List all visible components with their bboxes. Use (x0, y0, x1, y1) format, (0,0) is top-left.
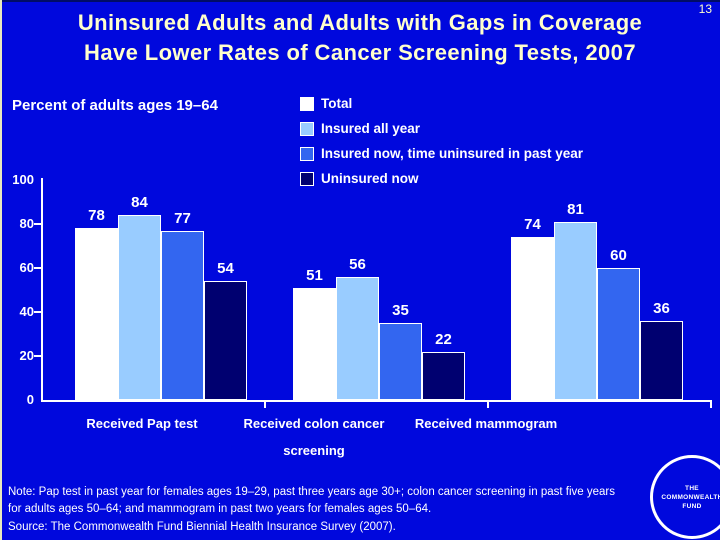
logo-line3: FUND (682, 502, 702, 510)
bar (597, 268, 640, 400)
bar-value-label: 78 (88, 207, 105, 224)
legend-label: Uninsured now (321, 171, 419, 186)
bar (640, 321, 683, 400)
category-label: Received colon cancer screening (243, 416, 385, 458)
y-tick-label: 100 (12, 172, 34, 187)
legend-swatch-icon (300, 171, 314, 186)
y-tick-mark (34, 267, 41, 269)
bar-value-label: 35 (392, 302, 409, 319)
bar (379, 323, 422, 400)
bar-value-label: 81 (567, 201, 584, 218)
legend-swatch-icon (300, 146, 314, 161)
bar (204, 281, 247, 400)
y-axis-line (41, 178, 43, 402)
legend-row: Insured now, time uninsured in past year (300, 146, 583, 161)
bar (336, 277, 379, 400)
legend-swatch-icon (300, 96, 314, 111)
bar (511, 237, 554, 400)
bar-value-label: 22 (435, 331, 452, 348)
legend-row: Uninsured now (300, 171, 583, 186)
bar-value-label: 74 (524, 216, 541, 233)
legend-label: Insured all year (321, 121, 421, 136)
source-line: Source: The Commonwealth Fund Biennial H… (8, 521, 396, 533)
legend-label: Insured now, time uninsured in past year (321, 146, 584, 161)
logo-line1: THE (685, 484, 699, 492)
y-axis-title: Percent of adults ages 19–64 (12, 97, 218, 114)
bar (118, 215, 161, 400)
legend-swatch-icon (300, 121, 314, 136)
y-tick-label: 40 (19, 304, 34, 319)
slide-top-edge (0, 0, 720, 2)
bar-value-label: 56 (349, 256, 366, 273)
slide-title-line1: Uninsured Adults and Adults with Gaps in… (77, 10, 643, 35)
bar-value-label: 84 (131, 194, 148, 211)
category-label: Received Pap test (86, 416, 198, 431)
legend-row: Insured all year (300, 121, 583, 136)
y-tick-label: 60 (19, 260, 34, 275)
footnote-line2: for adults ages 50–64; and mammogram in … (8, 503, 432, 515)
category-tick (264, 402, 266, 408)
category-label: Received mammogram (414, 416, 558, 431)
slide-title: Uninsured Adults and Adults with Gaps in… (14, 8, 706, 68)
footnote-line1: Note: Pap test in past year for females … (8, 486, 615, 498)
bar-value-label: 51 (306, 267, 323, 284)
legend-row: Total (300, 96, 583, 111)
y-tick-mark (34, 355, 41, 357)
y-tick-mark (34, 223, 41, 225)
y-tick-mark (34, 311, 41, 313)
bar (554, 222, 597, 400)
y-tick-label: 20 (19, 348, 34, 363)
y-tick-label: 0 (26, 392, 34, 407)
bar-value-label: 54 (217, 260, 234, 277)
bar (293, 288, 336, 400)
chart-legend: Total Insured all year Insured now, time u… (300, 96, 583, 196)
slide-title-line2: Have Lower Rates of Cancer Screening Tes… (84, 40, 636, 65)
bar-value-label: 60 (610, 247, 627, 264)
bar (161, 231, 204, 400)
bar-value-label: 36 (653, 300, 670, 317)
category-tick (710, 402, 712, 408)
y-tick-label: 80 (19, 216, 34, 231)
bar (75, 228, 118, 400)
commonwealth-fund-logo: THE COMMONWEALTH FUND (650, 455, 720, 539)
logo-line2: COMMONWEALTH (661, 493, 720, 501)
x-axis-line (41, 400, 712, 402)
category-tick (487, 402, 489, 408)
slide-left-edge (0, 0, 2, 540)
bar-value-label: 77 (174, 210, 191, 227)
slide-number: 13 (698, 2, 712, 16)
legend-label: Total (321, 96, 353, 111)
bar (422, 352, 465, 400)
